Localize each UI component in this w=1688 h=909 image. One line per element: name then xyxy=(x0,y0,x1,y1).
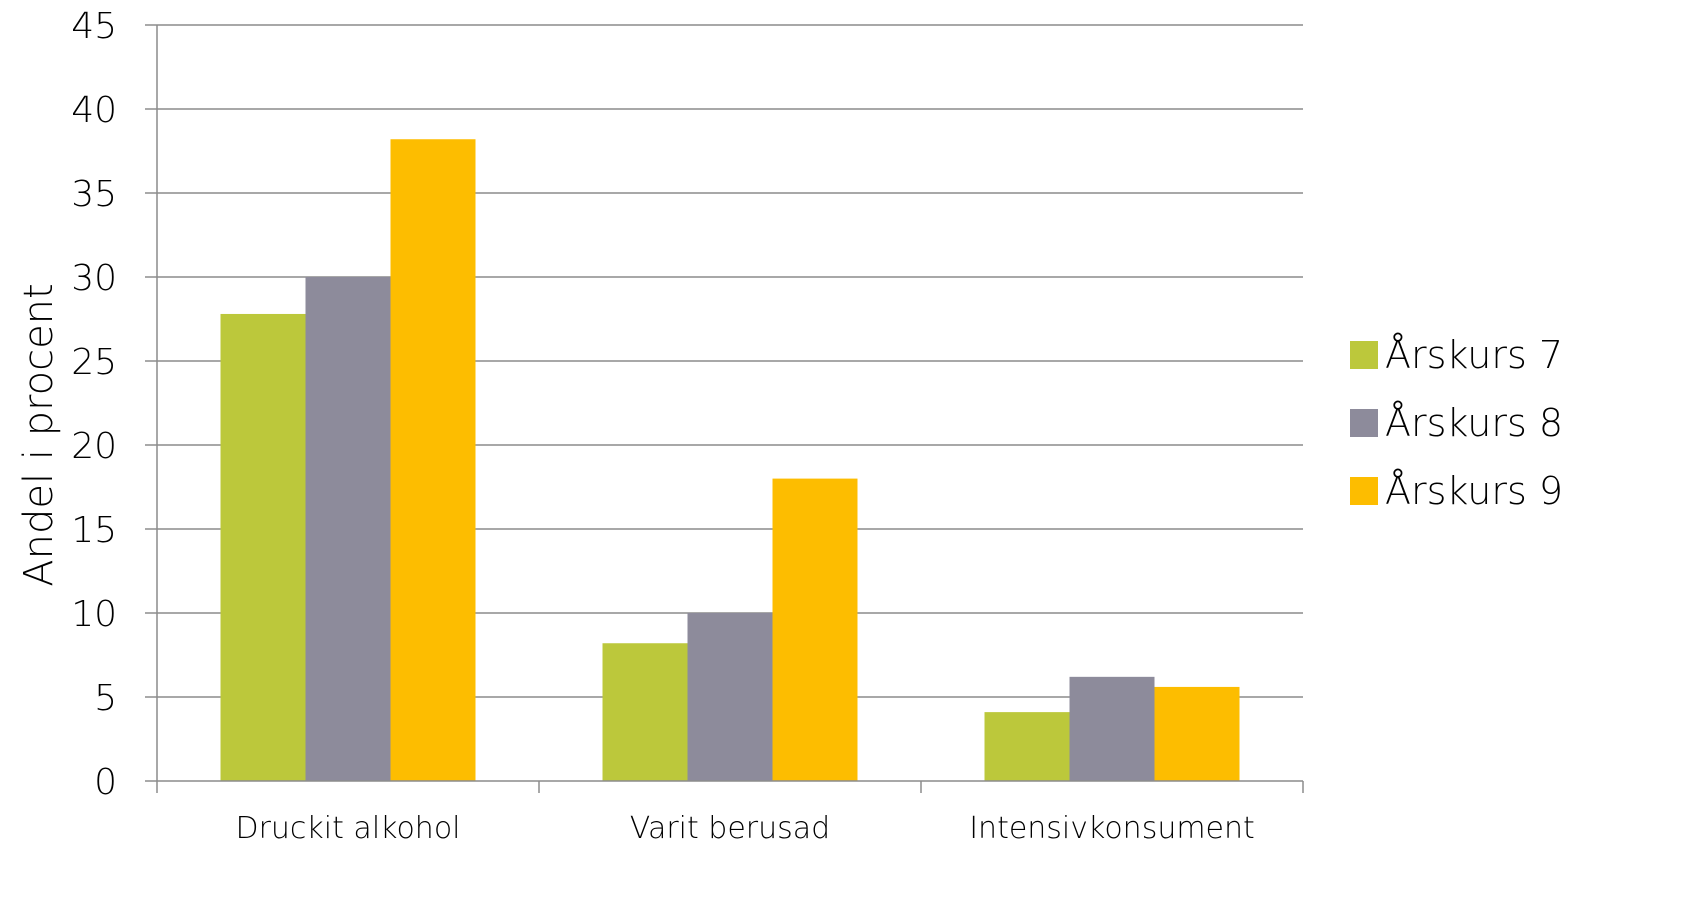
x-category-labels: Druckit alkohol Varit berusad Intensivkons… xyxy=(235,811,1254,846)
bar xyxy=(772,478,858,781)
bar xyxy=(220,313,306,781)
bar xyxy=(602,643,688,781)
legend-swatch xyxy=(1350,341,1378,369)
bar xyxy=(305,277,391,781)
x-category-label: Intensivkonsument xyxy=(969,811,1255,846)
x-category-label: Varit berusad xyxy=(630,811,830,846)
y-tick-label: 15 xyxy=(71,510,117,551)
legend-swatch xyxy=(1350,409,1378,437)
legend-label: Årskurs 8 xyxy=(1385,401,1563,445)
legend-label: Årskurs 7 xyxy=(1385,333,1563,377)
x-category-label: Druckit alkohol xyxy=(235,811,460,846)
y-tick-label: 35 xyxy=(71,174,117,215)
bar xyxy=(984,712,1070,781)
y-tick-label: 40 xyxy=(71,90,117,131)
legend-label: Årskurs 9 xyxy=(1385,469,1563,513)
bar xyxy=(1154,686,1240,781)
y-tick-label: 20 xyxy=(71,426,117,467)
y-tick-label: 25 xyxy=(71,342,117,383)
y-tick-labels: 0 5 10 15 20 25 30 35 40 45 xyxy=(71,6,117,803)
y-axis-label: Andel i procent xyxy=(16,283,62,586)
bar xyxy=(390,139,476,782)
y-tick-label: 45 xyxy=(71,6,117,47)
y-tick-label: 5 xyxy=(94,678,117,719)
axes xyxy=(156,25,1304,793)
bars xyxy=(220,139,1240,782)
legend: Årskurs 7 Årskurs 8 Årskurs 9 xyxy=(1350,333,1563,513)
bar xyxy=(1069,676,1155,781)
y-tick-label: 0 xyxy=(94,762,117,803)
legend-swatch xyxy=(1350,477,1378,505)
y-tick-label: 10 xyxy=(71,594,117,635)
bar xyxy=(687,613,773,781)
y-tick-label: 30 xyxy=(71,258,117,299)
